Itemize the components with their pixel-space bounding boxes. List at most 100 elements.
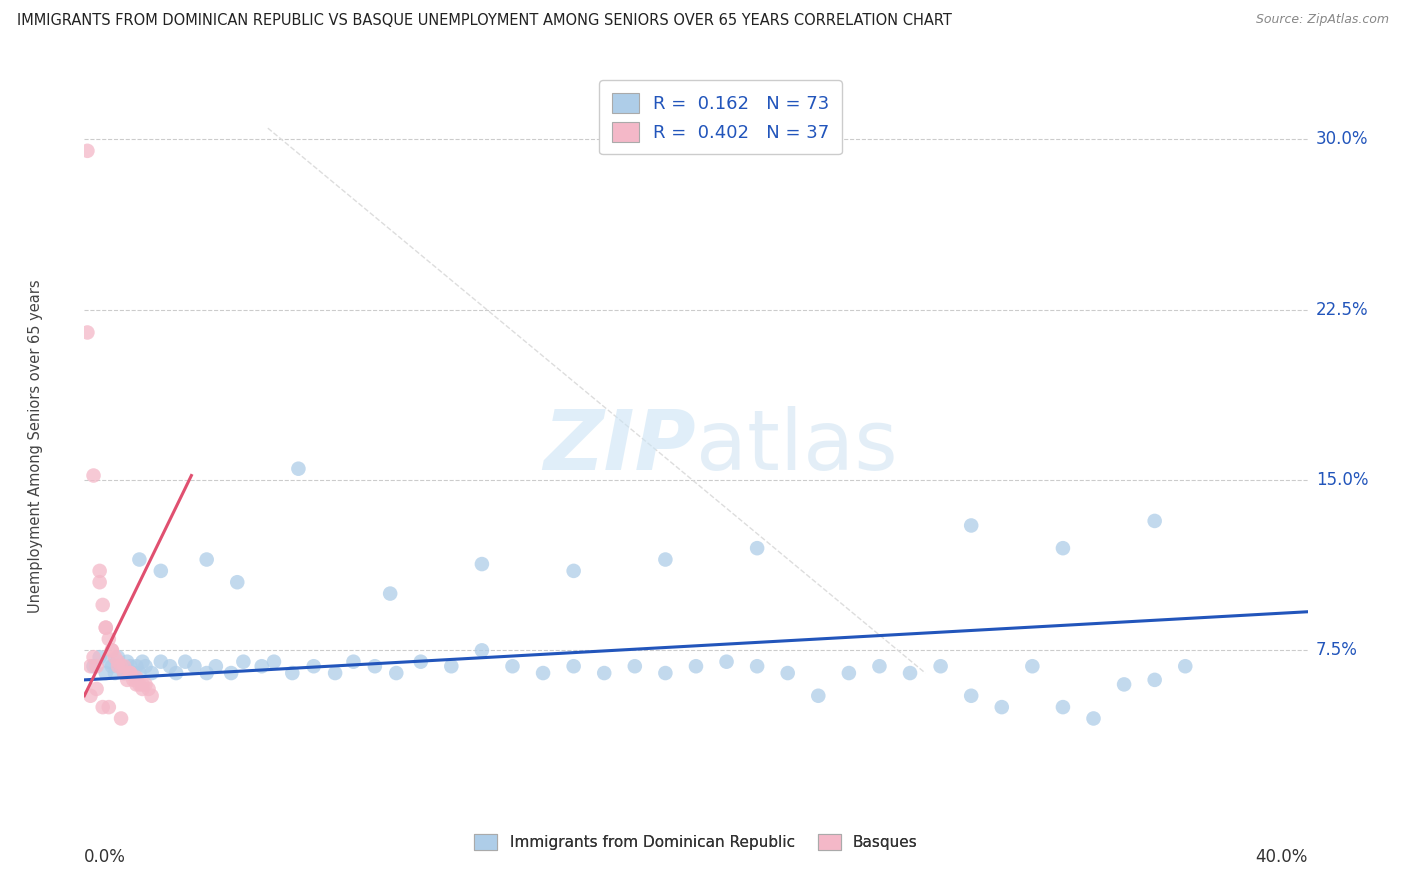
Point	[174, 655, 197, 669]
Point	[128, 666, 150, 681]
Point	[120, 659, 142, 673]
Point	[120, 666, 142, 681]
Point	[219, 666, 242, 681]
Point	[135, 659, 157, 673]
Point	[128, 552, 150, 566]
Point	[110, 711, 132, 725]
Point	[76, 326, 98, 340]
Point	[1143, 514, 1166, 528]
Point	[654, 552, 676, 566]
Point	[97, 632, 120, 646]
Point	[83, 659, 105, 673]
Point	[898, 666, 921, 681]
Point	[101, 643, 124, 657]
Point	[685, 659, 707, 673]
Point	[195, 666, 218, 681]
Point	[807, 689, 830, 703]
Point	[869, 659, 891, 673]
Point	[131, 681, 153, 696]
Point	[1174, 659, 1197, 673]
Point	[86, 659, 108, 673]
Point	[83, 468, 105, 483]
Point	[385, 666, 408, 681]
Point	[125, 671, 148, 685]
Point	[409, 655, 432, 669]
Point	[747, 541, 769, 556]
Point	[471, 557, 494, 571]
Point	[1143, 673, 1166, 687]
Point	[165, 666, 187, 681]
Point	[531, 666, 554, 681]
Point	[97, 700, 120, 714]
Point	[112, 666, 135, 681]
Point	[1052, 541, 1074, 556]
Point	[195, 552, 218, 566]
Point	[94, 621, 117, 635]
Text: 30.0%: 30.0%	[1316, 130, 1368, 148]
Point	[960, 518, 983, 533]
Point	[91, 598, 114, 612]
Point	[86, 681, 108, 696]
Point	[141, 689, 163, 703]
Point	[1083, 711, 1105, 725]
Text: atlas: atlas	[696, 406, 897, 486]
Point	[94, 621, 117, 635]
Point	[131, 655, 153, 669]
Point	[205, 659, 228, 673]
Point	[593, 666, 616, 681]
Point	[562, 564, 585, 578]
Point	[89, 575, 111, 590]
Text: IMMIGRANTS FROM DOMINICAN REPUBLIC VS BASQUE UNEMPLOYMENT AMONG SENIORS OVER 65 : IMMIGRANTS FROM DOMINICAN REPUBLIC VS BA…	[17, 13, 952, 29]
Point	[115, 673, 138, 687]
Text: ZIP: ZIP	[543, 406, 696, 486]
Point	[79, 659, 101, 673]
Point	[89, 564, 111, 578]
Point	[747, 659, 769, 673]
Point	[776, 666, 799, 681]
Point	[135, 677, 157, 691]
Point	[654, 666, 676, 681]
Point	[929, 659, 952, 673]
Point	[1021, 659, 1043, 673]
Point	[101, 643, 124, 657]
Point	[76, 144, 98, 158]
Point	[323, 666, 346, 681]
Point	[122, 673, 145, 687]
Point	[716, 655, 738, 669]
Point	[502, 659, 524, 673]
Point	[110, 659, 132, 673]
Point	[263, 655, 285, 669]
Point	[838, 666, 860, 681]
Point	[94, 666, 117, 681]
Point	[107, 659, 129, 673]
Point	[125, 677, 148, 691]
Point	[380, 586, 402, 600]
Point	[107, 655, 129, 669]
Legend: Immigrants from Dominican Republic, Basques: Immigrants from Dominican Republic, Basq…	[467, 827, 925, 858]
Point	[107, 650, 129, 665]
Point	[226, 575, 249, 590]
Text: 15.0%: 15.0%	[1316, 471, 1368, 489]
Point	[302, 659, 325, 673]
Point	[104, 650, 127, 665]
Point	[562, 659, 585, 673]
Point	[149, 564, 172, 578]
Point	[1052, 700, 1074, 714]
Point	[281, 666, 304, 681]
Point	[91, 700, 114, 714]
Text: 7.5%: 7.5%	[1316, 641, 1358, 659]
Point	[342, 655, 364, 669]
Point	[471, 643, 494, 657]
Point	[131, 677, 153, 691]
Point	[83, 650, 105, 665]
Point	[138, 681, 160, 696]
Point	[960, 689, 983, 703]
Point	[110, 659, 132, 673]
Point	[183, 659, 205, 673]
Point	[141, 666, 163, 681]
Point	[624, 659, 647, 673]
Point	[97, 655, 120, 669]
Point	[115, 655, 138, 669]
Text: 0.0%: 0.0%	[84, 848, 127, 866]
Point	[112, 666, 135, 681]
